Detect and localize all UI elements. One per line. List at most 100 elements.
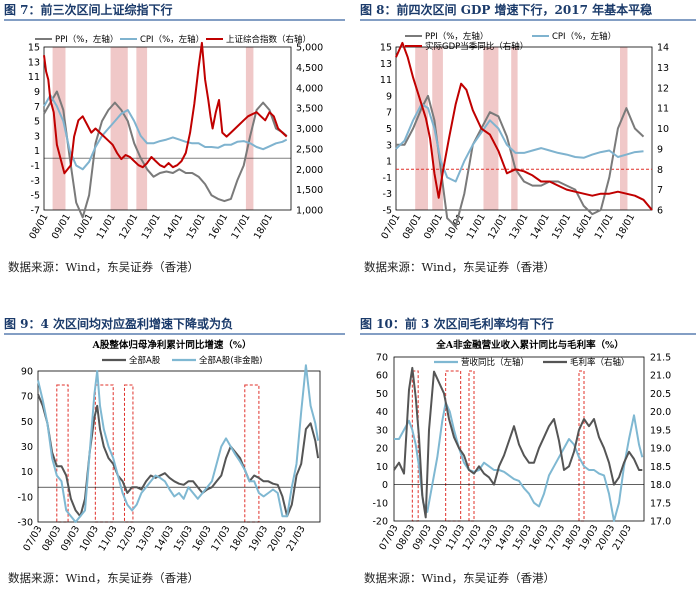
y2-tick-label: 8 (657, 165, 663, 176)
x-tick-label: 14/01 (162, 212, 185, 241)
y-tick-label: 11 (28, 72, 40, 83)
fig9-chart-title: A股整体归母净利累计同比增速（%） (92, 339, 252, 351)
fig9-source: 数据来源：Wind，东吴证券（香港） (8, 571, 199, 585)
y-tick-label: 0 (382, 480, 388, 491)
shaded-region-3 (511, 47, 518, 210)
y2-tick-label: 21.5 (650, 353, 671, 364)
y2-tick-label: 19.5 (650, 425, 671, 436)
series-line-0 (37, 393, 320, 518)
y2-tick-label: 1,000 (296, 206, 323, 217)
y-tick-label: -3 (31, 176, 40, 187)
y-tick-label: -10 (17, 492, 33, 503)
x-tick-label: 15/01 (185, 212, 208, 241)
y2-tick-label: 19.0 (650, 444, 671, 455)
y2-tick-label: 1,500 (296, 185, 323, 196)
y2-tick-label: 4,500 (296, 63, 323, 74)
fig8-header: 图 8：前四次区间 GDP 增速下行，2017 年基本平稳 (360, 2, 696, 21)
y-tick-label: 50 (21, 417, 33, 428)
y2-tick-label: 21.0 (650, 371, 671, 382)
y-tick-label: -3 (383, 189, 392, 200)
plot-frame (37, 370, 321, 523)
y2-tick-label: 20.0 (650, 407, 671, 418)
dashed-region-3 (244, 384, 260, 523)
series-line-0 (43, 90, 288, 219)
y-tick-label: 11 (380, 75, 392, 86)
fig10-legend-margin: 毛利率（右轴） (570, 357, 630, 368)
y2-tick-label: 5,000 (296, 43, 323, 54)
y-tick-label: 15 (28, 43, 40, 54)
y-tick-label: 9 (386, 91, 392, 102)
dashed-region-2 (468, 370, 475, 522)
y-tick-label: 3 (386, 140, 392, 151)
shaded-region-0 (52, 47, 66, 210)
fig9-legend-nonfin: 全部A股(非金融) (199, 355, 262, 366)
y-tick-label: -5 (383, 206, 392, 217)
x-tick-label: 13/01 (140, 212, 163, 241)
x-tick-label: 11/01 (465, 212, 488, 241)
x-tick-label: 18/01 (614, 212, 637, 241)
y2-tick-label: 10 (657, 124, 669, 135)
fig10-chart: 70 60 50 40 30 20 10 0 -10 -20 21.5 21.0 20.5 20.0 19.… (372, 353, 671, 553)
y2-tick-label: 2,000 (296, 165, 323, 176)
fig9-header: 图 9：4 次区间均对应盈利增速下降或为负 (4, 316, 345, 335)
dashed-region-0 (411, 370, 419, 522)
y-tick-label: 1 (386, 157, 392, 168)
fig10-title: 图 10：前 3 次区间毛利率均有下行 (360, 316, 554, 331)
fig10-legend: 营收同比（左轴） 毛利率（右轴） (434, 357, 630, 368)
y-tick-label: -20 (372, 517, 388, 528)
y-tick-label: 13 (28, 57, 40, 68)
fig10-source: 数据来源：Wind，东吴证券（香港） (364, 571, 555, 585)
y2-tick-label: 17.0 (650, 517, 671, 528)
y-tick-label: 15 (380, 43, 392, 54)
y-tick-label: 90 (21, 367, 33, 378)
fig10-header: 图 10：前 3 次区间毛利率均有下行 (360, 316, 696, 335)
y-tick-label: -1 (31, 161, 40, 172)
shaded-region-1 (110, 47, 128, 210)
x-tick-label: 18/01 (252, 212, 275, 241)
y-tick-label: 40 (376, 407, 388, 418)
plot-frame (43, 46, 292, 211)
fig7-chart: 15 13 11 9 7 5 3 1 -1 -3 -5 -7 5,000 4,500 4,000 3,500 3… (27, 41, 323, 241)
y2-tick-label: 18.5 (650, 462, 671, 473)
series-line-2 (43, 41, 288, 175)
y2-tick-label: 18.0 (650, 480, 671, 491)
y-tick-label: 30 (376, 425, 388, 436)
y2-tick-label: 9 (657, 144, 663, 155)
x-tick-label: 16/01 (571, 212, 594, 241)
series-line-0 (394, 401, 644, 522)
y-tick-label: 9 (34, 87, 40, 98)
dashed-region-1 (94, 384, 114, 523)
y-tick-label: -30 (17, 518, 33, 529)
series-line-2 (395, 41, 653, 211)
dashed-region-3 (578, 370, 585, 522)
x-tick-label: 09/01 (422, 212, 445, 241)
y2-tick-label: 7 (657, 185, 663, 196)
y-tick-label: 70 (21, 392, 33, 403)
x-tick-label: 17/01 (229, 212, 252, 241)
fig9-chart: 9070503010-10-3007/0308/0309/0310/0311/0… (17, 364, 321, 553)
x-tick-label: 13/01 (507, 212, 530, 241)
y2-tick-label: 3,500 (296, 104, 323, 115)
shaded-region-1 (432, 47, 443, 210)
shaded-region-0 (415, 47, 428, 210)
shaded-region-4 (620, 47, 628, 210)
fig7-source: 数据来源：Wind，东吴证券（香港） (8, 260, 199, 274)
y-tick-label: 20 (376, 444, 388, 455)
x-tick-label: 17/01 (593, 212, 616, 241)
fig7-legend-sse: 上证综合指数（右轴） (226, 34, 311, 45)
y2-tick-label: 6 (657, 206, 663, 217)
y-tick-label: 13 (380, 59, 392, 70)
y-tick-label: 7 (386, 108, 392, 119)
x-tick-label: 09/01 (50, 212, 73, 241)
fig7-header: 图 7：前三次区间上证综指下行 (4, 2, 345, 21)
plot-frame (393, 356, 645, 522)
y2-tick-label: 13 (657, 63, 669, 74)
y-tick-label: 30 (21, 442, 33, 453)
fig9-legend-all: 全部A股 (129, 355, 161, 366)
y-tick-label: 10 (376, 462, 388, 473)
fig7-title: 图 7：前三次区间上证综指下行 (4, 2, 173, 17)
x-tick-label: 21/03 (285, 524, 308, 553)
fig7-legend-ppi: PPI（%，左轴） (55, 34, 118, 45)
shaded-region-3 (245, 47, 254, 210)
y-tick-label: 1 (34, 146, 40, 157)
